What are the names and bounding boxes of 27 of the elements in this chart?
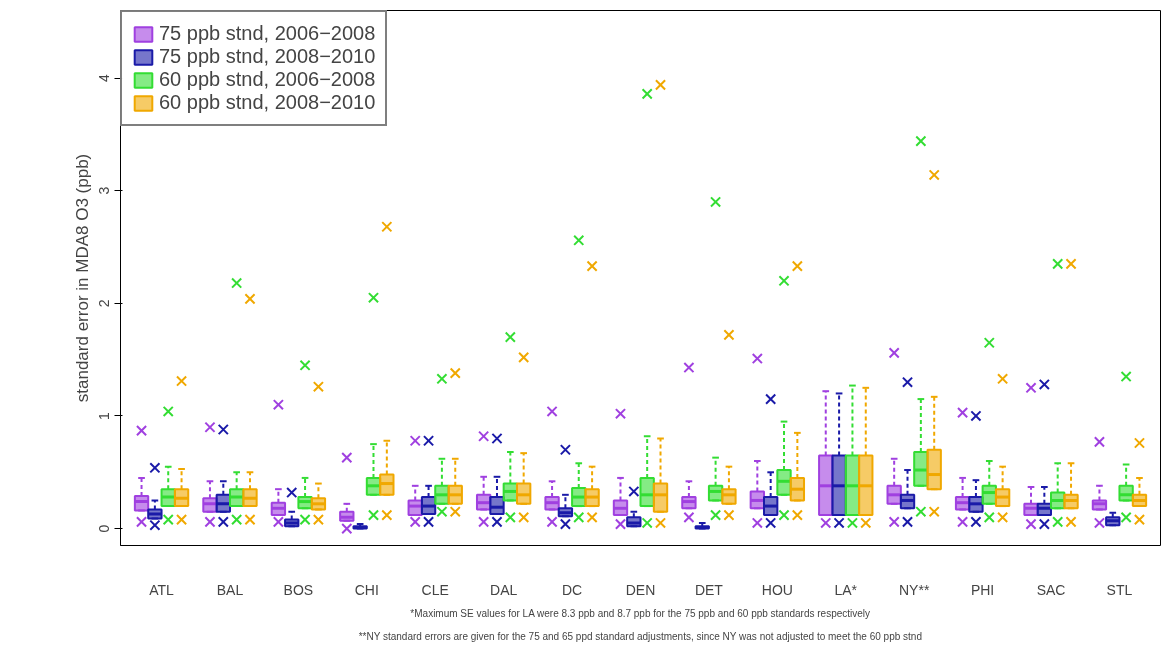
y-tick-label: 4 <box>96 73 113 82</box>
legend-label: 75 ppb stnd, 2008−2010 <box>159 45 376 68</box>
x-tick-label: STL <box>1106 581 1133 598</box>
x-tick-label: ATL <box>149 581 175 598</box>
x-tick-label: DET <box>694 581 724 598</box>
legend-label: 75 ppb stnd, 2006−2008 <box>159 22 376 45</box>
y-tick-label: 2 <box>96 299 113 308</box>
y-tick-label: 3 <box>96 186 113 195</box>
x-tick-label: HOU <box>761 581 793 598</box>
x-tick-label: SAC <box>1036 581 1066 598</box>
x-tick-label: DEN <box>625 581 656 598</box>
x-tick-label: CLE <box>421 581 449 598</box>
legend-label: 60 ppb stnd, 2008−2010 <box>159 91 376 114</box>
x-tick-label: BAL <box>216 581 244 598</box>
y-axis-title: standard error in MDA8 O3 (ppb) <box>72 153 92 403</box>
x-tick-label: PHI <box>970 581 995 598</box>
y-tick-label: 0 <box>96 524 113 533</box>
x-tick-label: BOS <box>283 581 314 598</box>
x-tick-label: DAL <box>490 581 518 598</box>
x-tick-label: DC <box>561 581 583 598</box>
x-tick-label: CHI <box>354 581 379 598</box>
x-tick-label: NY** <box>899 581 930 598</box>
legend-label: 60 ppb stnd, 2006−2008 <box>159 68 376 91</box>
y-tick-label: 1 <box>96 411 113 420</box>
x-tick-label: LA* <box>834 581 858 598</box>
text: **NY standard errors are given for the 75 and 65 ppd standard adjustments, since NY was not adjusted to meet the 60 ppb stnd <box>358 630 922 642</box>
text: *Maximum SE values for LA were 8.3 ppb and 8.7 ppb for the 75 ppb and 60 ppb standards respectively <box>410 607 871 619</box>
